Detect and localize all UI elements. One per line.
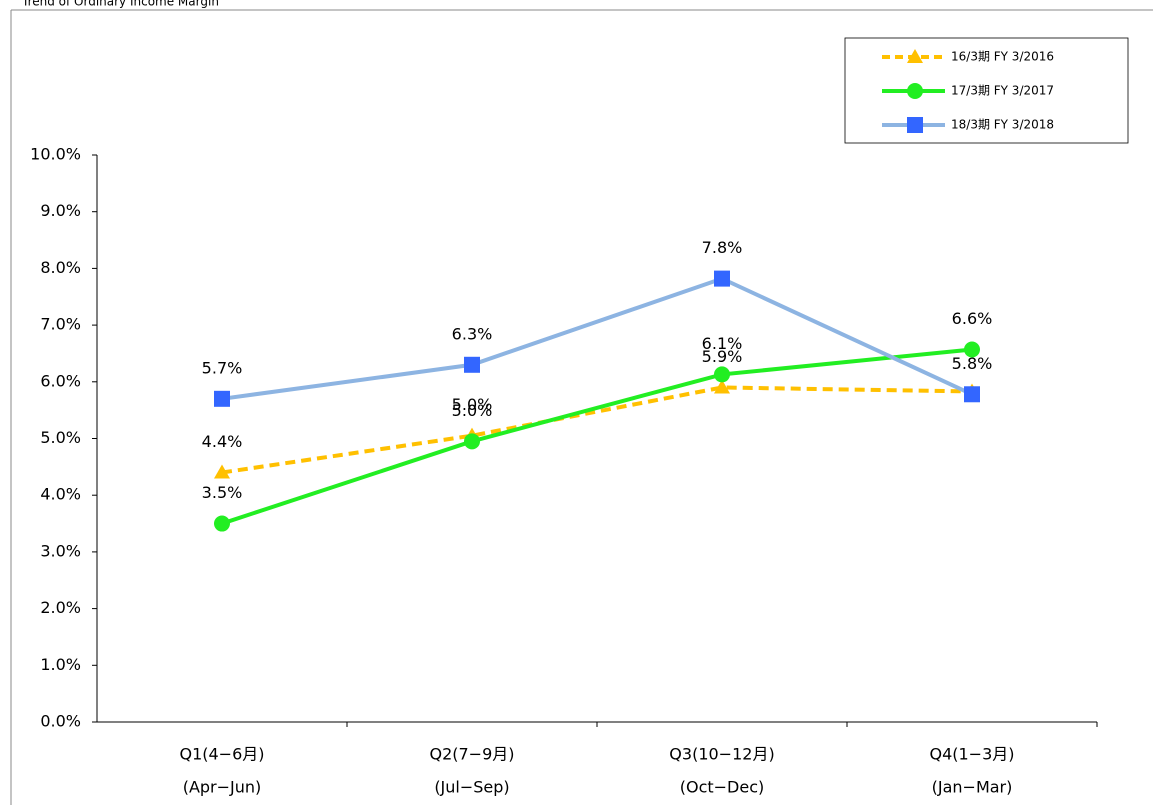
y-tick-label: 5.0%	[40, 428, 81, 447]
x-tick-sublabel: (Jul−Sep)	[434, 778, 509, 797]
data-label: 3.5%	[202, 483, 243, 502]
data-point	[964, 341, 980, 358]
data-point	[214, 464, 230, 479]
x-tick-sublabel: (Oct−Dec)	[680, 778, 765, 797]
legend-label: 16/3期 FY 3/2016	[951, 50, 1054, 64]
data-label: 6.6%	[952, 309, 993, 328]
y-tick-label: 7.0%	[40, 315, 81, 334]
y-tick-label: 2.0%	[40, 598, 81, 617]
legend-marker	[907, 83, 923, 99]
data-label: 4.4%	[202, 432, 243, 451]
y-tick-label: 1.0%	[40, 655, 81, 674]
data-label: 6.3%	[452, 324, 493, 343]
y-tick-label: 4.0%	[40, 485, 81, 504]
x-tick-sublabel: (Apr−Jun)	[183, 778, 262, 797]
data-label: 5.0%	[452, 395, 493, 414]
legend-marker	[907, 49, 923, 63]
data-point	[714, 379, 730, 394]
legend-label: 18/3期 FY 3/2018	[951, 118, 1054, 132]
data-label: 7.8%	[702, 238, 743, 257]
x-tick-label: Q2(7−9月)	[429, 745, 514, 764]
x-tick-label: Q1(4−6月)	[179, 745, 264, 764]
series-line	[221, 276, 973, 401]
y-tick-label: 10.0%	[30, 145, 81, 164]
data-point	[214, 390, 230, 407]
y-tick-label: 3.0%	[40, 541, 81, 560]
data-label: 6.1%	[702, 334, 743, 353]
data-point	[714, 270, 730, 287]
x-tick-label: Q4(1−3月)	[929, 745, 1014, 764]
x-tick-sublabel: (Jan−Mar)	[932, 778, 1013, 797]
y-tick-label: 0.0%	[40, 712, 81, 731]
data-point	[714, 366, 730, 383]
chart-title: Trend of Ordinary Income Margin	[21, 0, 219, 9]
data-point	[464, 356, 480, 373]
data-point	[464, 433, 480, 450]
legend-label: 17/3期 FY 3/2017	[951, 84, 1054, 98]
y-tick-label: 9.0%	[40, 201, 81, 220]
data-point	[964, 386, 980, 403]
data-label: 5.8%	[952, 354, 993, 373]
data-label: 5.0%	[452, 401, 493, 420]
series-line	[221, 385, 973, 475]
legend-marker	[907, 117, 923, 133]
y-tick-label: 6.0%	[40, 371, 81, 390]
series-line	[221, 347, 973, 526]
x-tick-label: Q3(10−12月)	[669, 745, 774, 764]
data-label: 5.9%	[702, 347, 743, 366]
y-tick-label: 8.0%	[40, 258, 81, 277]
data-point	[214, 515, 230, 532]
data-label: 5.7%	[202, 358, 243, 377]
